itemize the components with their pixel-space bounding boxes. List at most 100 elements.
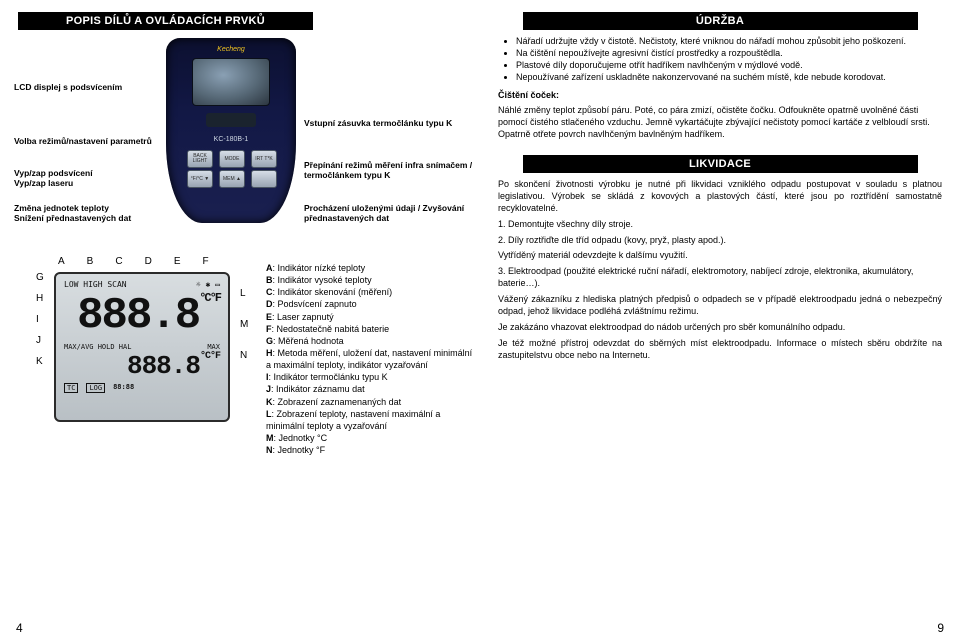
device-button: BACK LIGHT: [187, 150, 213, 168]
lcd-sub-unit: °C°F: [200, 351, 220, 362]
lcd-log: LOG: [86, 383, 105, 393]
page-number-right: 9: [937, 621, 944, 635]
device-model: KC-180B-1: [214, 136, 249, 143]
legend-row: G: Měřená hodnota: [266, 335, 476, 347]
lcd-letter: M: [240, 317, 248, 332]
legend-row: N: Jednotky °F: [266, 444, 476, 456]
legend-row: F: Nedostatečně nabitá baterie: [266, 323, 476, 335]
device-buttons: BACK LIGHT MODE IRT T*K °F/°C ▼ MEM ▲: [187, 150, 277, 212]
legend-text: Metoda měření, uložení dat, nastavení mi…: [266, 348, 472, 370]
lcd-time: 88:88: [113, 383, 134, 393]
callout-input: Vstupní zásuvka termočlánku typu K: [304, 118, 474, 128]
legend-text: Zobrazení teploty, nastavení maximální a…: [266, 409, 440, 431]
bullet: Nářadí udržujte vždy v čistotě. Nečistot…: [516, 36, 942, 48]
disposal-intro: Po skončení životnosti výrobku je nutné …: [498, 179, 942, 215]
legend-text: Indikátor skenování (měření): [278, 287, 393, 297]
lcd-sub: 888.8°C°F: [64, 351, 220, 381]
lcd-main-value: 888.8: [77, 291, 199, 341]
lcd-letter: G: [36, 270, 44, 285]
lcd-letter: B: [87, 256, 94, 267]
lcd-tc: TC: [64, 383, 78, 393]
lcd-screen: LOW HIGH SCAN ☼ ✱ ▭ 888.8°C°F MAX/AVG HO…: [54, 272, 230, 422]
legend-row: E: Laser zapnutý: [266, 311, 476, 323]
legend-text: Podsvícení zapnuto: [278, 299, 357, 309]
device-jack: [206, 113, 256, 127]
lcd-row1-right: ☼ ✱ ▭: [196, 280, 220, 289]
device-body: Kecheng KC-180B-1 BACK LIGHT MODE IRT T*…: [166, 38, 296, 223]
legend-row: K: Zobrazení zaznamenaných dat: [266, 396, 476, 408]
disposal-step: Vytříděný materiál odevzdejte k dalšímu …: [498, 250, 942, 262]
legend-text: Indikátor termočlánku typu K: [274, 372, 388, 382]
device-button: IRT T*K: [251, 150, 277, 168]
left-section-header: POPIS DÍLŮ A OVLÁDACÍCH PRVKŮ: [18, 12, 313, 30]
legend-text: Nedostatečně nabitá baterie: [277, 324, 390, 334]
lcd-letter: E: [174, 256, 181, 267]
disposal-body: Je též možné přístroj odevzdat do sběrný…: [498, 338, 942, 362]
lcd-letters-right: L M N: [240, 286, 248, 363]
page-number-left: 4: [16, 621, 23, 635]
legend-row: I: Indikátor termočlánku typu K: [266, 371, 476, 383]
lcd-letter: A: [58, 256, 65, 267]
callout-mode: Volba režimů/nastavení parametrů: [14, 136, 152, 146]
lcd-letters-top: A B C D E F: [58, 256, 209, 267]
legend-row: D: Podsvícení zapnuto: [266, 298, 476, 310]
device-button: MODE: [219, 150, 245, 168]
disposal-step: 3. Elektroodpad (použité elektrické ručn…: [498, 266, 942, 290]
bullet: Plastové díly doporučujeme otřít hadříke…: [516, 60, 942, 72]
legend-row: M: Jednotky °C: [266, 432, 476, 444]
lens-subhead: Čištění čoček:: [498, 90, 942, 102]
legend-text: Indikátor nízké teploty: [278, 263, 366, 273]
legend-row: B: Indikátor vysoké teploty: [266, 274, 476, 286]
lcd-letter: J: [36, 333, 44, 348]
device-button: °F/°C ▼: [187, 170, 213, 188]
callout-irt: Přepínání režimů měření infra snímačem /…: [304, 160, 474, 180]
legend-text: Zobrazení zaznamenaných dat: [278, 397, 402, 407]
lcd-letter: D: [145, 256, 152, 267]
right-header-disposal: LIKVIDACE: [523, 155, 918, 173]
page-left: POPIS DÍLŮ A OVLÁDACÍCH PRVKŮ Kecheng KC…: [0, 0, 480, 643]
lcd-mid-right: MAX: [207, 343, 220, 351]
lcd-letter: K: [36, 354, 44, 369]
device-button: [251, 170, 277, 188]
lcd-diagram: A B C D E F G H I J K L M N LOW HIGH SCA…: [18, 256, 462, 441]
device-diagram: Kecheng KC-180B-1 BACK LIGHT MODE IRT T*…: [18, 38, 462, 238]
disposal-step: 2. Díly roztřiďte dle tříd odpadu (kovy,…: [498, 235, 942, 247]
legend-text: Laser zapnutý: [277, 312, 334, 322]
legend-row: L: Zobrazení teploty, nastavení maximáln…: [266, 408, 476, 432]
lcd-letter: L: [240, 286, 248, 301]
callout-mem: Procházení uloženými údaji / Zvyšování p…: [304, 203, 474, 223]
callout-backlight: Vyp/zap podsvícení Vyp/zap laseru: [14, 168, 159, 188]
lcd-mid-left: MAX/AVG HOLD HAL: [64, 343, 131, 351]
legend-text: Jednotky °F: [278, 445, 326, 455]
lcd-letter: N: [240, 348, 248, 363]
lcd-bottom: TC LOG 88:88: [64, 383, 220, 393]
legend-text: Indikátor záznamu dat: [276, 384, 365, 394]
lcd-main-unit: °C°F: [199, 291, 220, 305]
legend-row: H: Metoda měření, uložení dat, nastavení…: [266, 347, 476, 371]
disposal-body: Vážený zákazníku z hlediska platných pře…: [498, 294, 942, 318]
legend-text: Jednotky °C: [279, 433, 328, 443]
lens-body: Náhlé změny teplot způsobí páru. Poté, c…: [498, 105, 942, 141]
lcd-letter: H: [36, 291, 44, 306]
device-button: MEM ▲: [219, 170, 245, 188]
disposal-body: Je zakázáno vhazovat elektroodpad do nád…: [498, 322, 942, 334]
callout-lcd: LCD displej s podsvícením: [14, 82, 122, 92]
device-screen: [192, 58, 270, 106]
callout-units: Změna jednotek teploty Snížení přednasta…: [14, 203, 159, 223]
lcd-legend: A: Indikátor nízké teploty B: Indikátor …: [266, 262, 476, 456]
legend-row: J: Indikátor záznamu dat: [266, 383, 476, 395]
device-brand: Kecheng: [217, 46, 245, 53]
legend-text: Měřená hodnota: [278, 336, 344, 346]
legend-text: Indikátor vysoké teploty: [278, 275, 372, 285]
bullet: Nepoužívané zařízení uskladněte nakonzer…: [516, 72, 942, 84]
lcd-mid: MAX/AVG HOLD HAL MAX: [64, 343, 220, 351]
disposal-step: 1. Demontujte všechny díly stroje.: [498, 219, 942, 231]
maintenance-bullets: Nářadí udržujte vždy v čistotě. Nečistot…: [506, 36, 942, 84]
lcd-main: 888.8°C°F: [64, 291, 220, 341]
lcd-row1: LOW HIGH SCAN ☼ ✱ ▭: [64, 280, 220, 289]
legend-row: A: Indikátor nízké teploty: [266, 262, 476, 274]
lcd-letter: I: [36, 312, 44, 327]
lcd-letter: F: [202, 256, 208, 267]
right-header-maintenance: ÚDRŽBA: [523, 12, 918, 30]
page-right: ÚDRŽBA Nářadí udržujte vždy v čistotě. N…: [480, 0, 960, 643]
